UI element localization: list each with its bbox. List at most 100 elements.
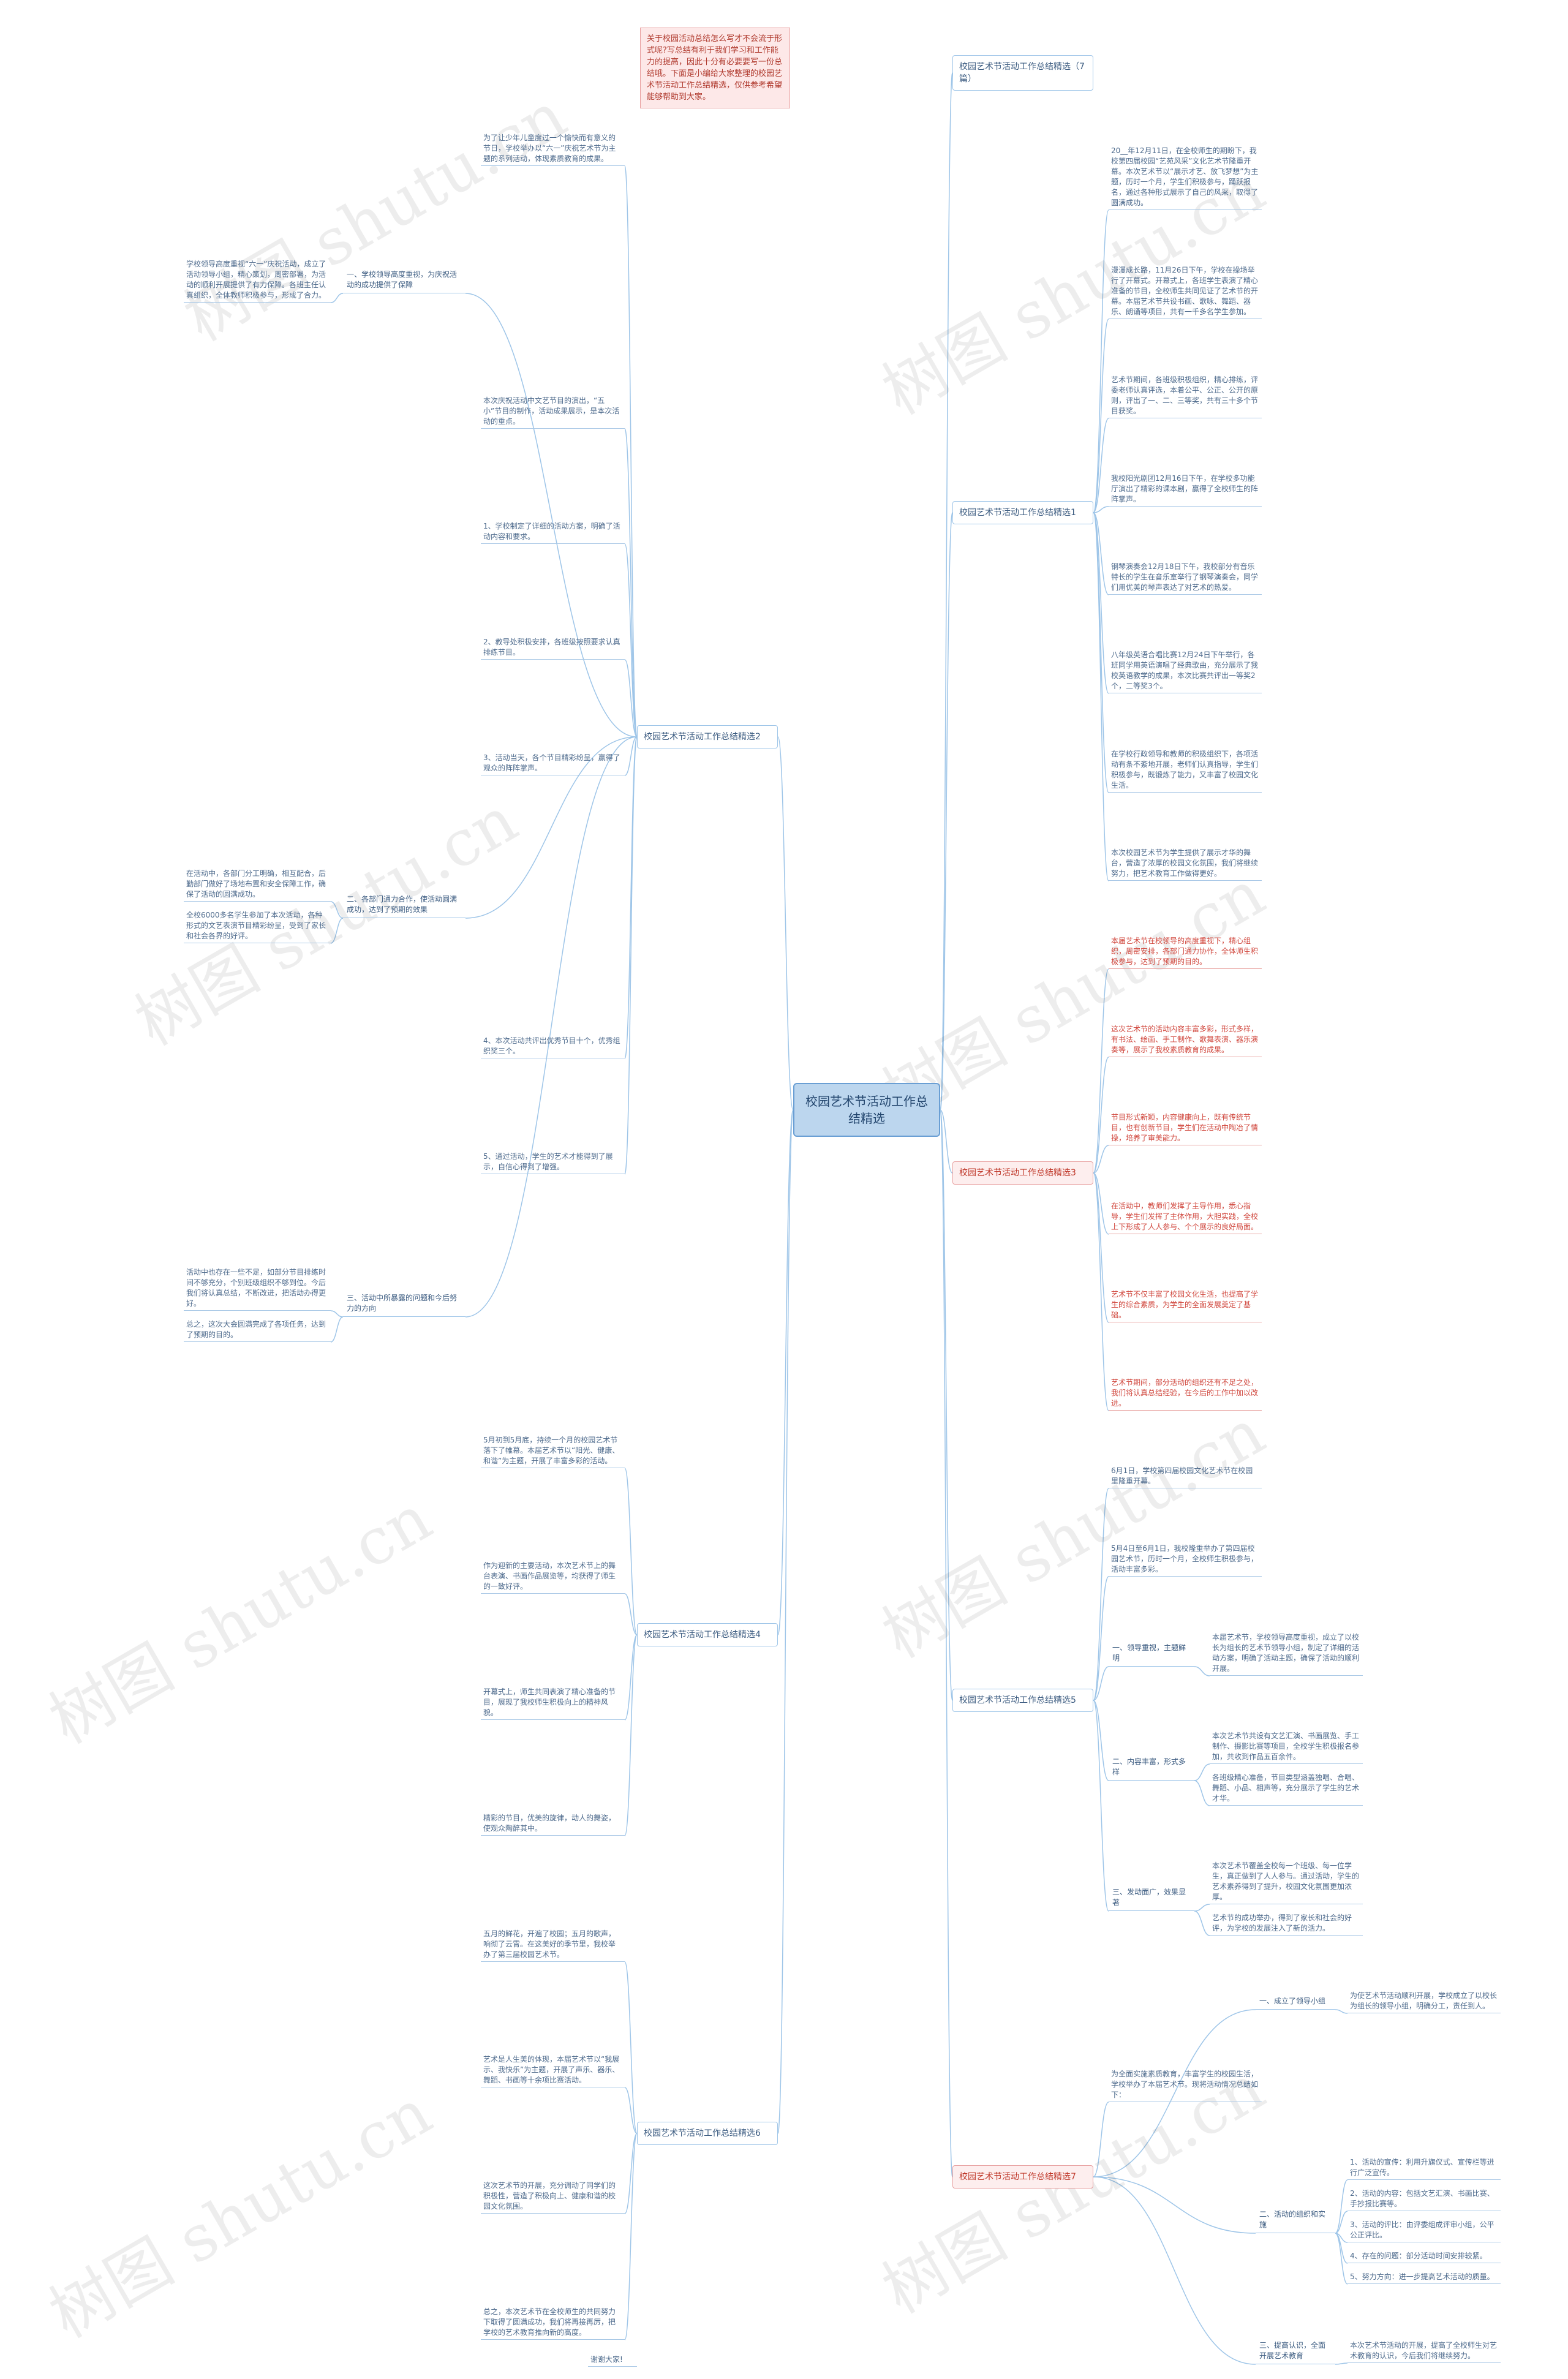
branch-text: 节目形式新颖，内容健康向上，既有传统节目，也有创新节目，学生们在活动中陶冶了情操… bbox=[1109, 1111, 1262, 1146]
branch-text: 艺术节期间，各班级积极组织，精心排练，评委老师认真评选，本着公平、公正、公开的原… bbox=[1109, 374, 1262, 418]
connector bbox=[1093, 1700, 1109, 1781]
branch-node: 校园艺术节活动工作总结精选（7篇） bbox=[952, 55, 1093, 91]
connector bbox=[624, 2133, 638, 2214]
connector bbox=[777, 736, 794, 1110]
section-text: 活动中也存在一些不足，如部分节目排练时间不够充分，个别班级组织不够到位。今后我们… bbox=[184, 1266, 331, 1311]
connector bbox=[1093, 1576, 1109, 1701]
connector bbox=[465, 736, 638, 1318]
connector bbox=[940, 1109, 953, 1174]
connector bbox=[940, 512, 953, 1110]
connector bbox=[624, 165, 638, 737]
section-text: 本次艺术节共设有文艺汇演、书画展览、手工制作、摄影比赛等项目，全校学生积极报名参… bbox=[1210, 1730, 1363, 1764]
branch-text: 4、本次活动共评出优秀节目十个，优秀组织奖三个。 bbox=[481, 1035, 625, 1059]
section-text: 全校6000多名学生参加了本次活动，各种形式的文艺表演节目精彩纷呈，受到了家长和… bbox=[184, 909, 331, 943]
connector bbox=[1335, 2233, 1348, 2285]
connector bbox=[624, 2133, 638, 2340]
branch-text: 为了让少年儿童度过一个愉快而有意义的节日，学校举办以“六一”庆祝艺术节为主题的系… bbox=[481, 132, 625, 166]
connector bbox=[624, 659, 638, 737]
connector bbox=[1194, 1666, 1210, 1676]
section-text: 3、活动的评比：由评委组成评审小组，公平公正评比。 bbox=[1348, 2219, 1501, 2242]
section-text: 艺术节的成功举办，得到了家长和社会的好评，为学校的发展注入了新的活力。 bbox=[1210, 1912, 1363, 1936]
branch-text: 5月初到5月底，持续一个月的校园艺术节落下了帷幕。本届艺术节以“阳光、健康、和谐… bbox=[481, 1434, 625, 1468]
branch-text: 漫漫成长路，11月26日下午，学校在操场举行了开幕式。开幕式上，各班学生表演了精… bbox=[1109, 264, 1262, 320]
connector bbox=[1194, 1780, 1210, 1806]
connector bbox=[330, 918, 344, 944]
connector bbox=[624, 1468, 638, 1635]
section-node: 一、学校领导高度重视，为庆祝活动的成功提供了保障 bbox=[343, 267, 466, 293]
connector bbox=[624, 1593, 638, 1635]
branch-text: 在学校行政领导和教师的积极组织下，各项活动有条不紊地开展，老师们认真指导，学生们… bbox=[1109, 748, 1262, 793]
section-text: 本次艺术节活动的开展，提高了全校师生对艺术教育的认识，今后我们将继续努力。 bbox=[1348, 2339, 1501, 2363]
connector bbox=[624, 1634, 638, 1836]
connector bbox=[624, 736, 638, 776]
connector bbox=[1194, 1763, 1210, 1781]
section-node: 三、发动面广，效果显著 bbox=[1109, 1885, 1194, 1911]
section-text: 2、活动的内容：包括文艺汇演、书画比赛、手抄报比赛等。 bbox=[1348, 2187, 1501, 2211]
branch-node: 校园艺术节活动工作总结精选5 bbox=[952, 1688, 1093, 1712]
connector bbox=[1093, 506, 1109, 513]
branch-text: 精彩的节目，优美的旋律，动人的舞姿，使观众陶醉其中。 bbox=[481, 1812, 625, 1836]
section-text: 5、努力方向：进一步提高艺术活动的质量。 bbox=[1348, 2271, 1501, 2284]
branch-text: 八年级英语合唱比赛12月24日下午举行，各班同学用英语演唱了经典歌曲，充分展示了… bbox=[1109, 649, 1262, 694]
section-text: 本届艺术节，学校领导高度重视，成立了以校长为组长的艺术节领导小组，制定了详细的活… bbox=[1210, 1631, 1363, 1676]
section-text: 4、存在的问题：部分活动时间安排较紧。 bbox=[1348, 2250, 1501, 2263]
connector bbox=[1093, 1172, 1109, 1411]
connector bbox=[624, 1634, 638, 1721]
branch-text: 艺术是人生美的体现，本届艺术节以“我展示、我快乐”为主题，开展了声乐、器乐、舞蹈… bbox=[481, 2053, 625, 2088]
connector bbox=[1093, 1145, 1109, 1174]
branch-text: 2、教导处积极安排，各班级按照要求认真排练节目。 bbox=[481, 636, 625, 660]
connector bbox=[1093, 209, 1109, 513]
connector bbox=[1335, 2362, 1348, 2365]
branch-text: 作为迎新的主要活动，本次艺术节上的舞台表演、书画作品展览等，均获得了师生的一致好… bbox=[481, 1559, 625, 1594]
section-text: 学校领导高度重视“六一”庆祝活动，成立了活动领导小组，精心策划，周密部署，为活动… bbox=[184, 258, 331, 303]
section-text: 总之，这次大会圆满完成了各项任务，达到了预期的目的。 bbox=[184, 1318, 331, 1342]
branch-text: 本届艺术节在校领导的高度重视下，精心组织，周密安排，各部门通力协作，全体师生积极… bbox=[1109, 935, 1262, 969]
branch-text: 艺术节期间，部分活动的组织还有不足之处，我们将认真总结经验，在今后的工作中加以改… bbox=[1109, 1376, 1262, 1411]
branch-text: 3、活动当天，各个节目精彩纷呈，赢得了观众的阵阵掌声。 bbox=[481, 752, 625, 775]
connector bbox=[1093, 512, 1109, 881]
branch-text: 6月1日，学校第四届校园文化艺术节在校园里隆重开幕。 bbox=[1109, 1465, 1262, 1489]
branch-node: 校园艺术节活动工作总结精选4 bbox=[637, 1623, 778, 1646]
connector bbox=[1335, 2211, 1348, 2234]
connector bbox=[940, 1109, 953, 1701]
connector bbox=[330, 293, 344, 303]
connector bbox=[1335, 2009, 1348, 2014]
connector bbox=[1194, 1910, 1210, 1936]
connector bbox=[1093, 1666, 1109, 1701]
branch-node: 校园艺术节活动工作总结精选7 bbox=[952, 2165, 1093, 2189]
section-node: 二、各部门通力合作，使活动圆满成功，达到了预期的效果 bbox=[343, 892, 466, 919]
branch-node: 校园艺术节活动工作总结精选3 bbox=[952, 1161, 1093, 1185]
section-node: 一、成立了领导小组 bbox=[1256, 1994, 1335, 2010]
connector bbox=[1093, 2176, 1256, 2234]
intro-box: 关于校园活动总结怎么写才不会流于形式呢?写总结有利于我们学习和工作能力的提高，因… bbox=[640, 28, 790, 108]
branch-node: 校园艺术节活动工作总结精选1 bbox=[952, 500, 1093, 524]
section-node: 二、内容丰富，形式多样 bbox=[1109, 1754, 1194, 1781]
branch-text: 艺术节不仅丰富了校园文化生活，也提高了学生的综合素质，为学生的全面发展奠定了基础… bbox=[1109, 1288, 1262, 1322]
branch-text: 总之，本次艺术节在全校师生的共同努力下取得了圆满成功，我们将再接再厉，把学校的艺… bbox=[481, 2305, 625, 2340]
connector bbox=[1093, 1700, 1109, 1912]
section-node: 三、活动中所暴露的问题和今后努力的方向 bbox=[343, 1291, 466, 1318]
branch-text: 开幕式上，师生共同表演了精心准备的节目，展现了我校师生积极向上的精神风貌。 bbox=[481, 1686, 625, 1721]
section-text: 各班级精心准备，节目类型涵盖独唱、合唱、舞蹈、小品、相声等，充分展示了学生的艺术… bbox=[1210, 1771, 1363, 1806]
connector bbox=[1093, 1172, 1109, 1235]
branch-text: 为全面实施素质教育，丰富学生的校园生活，学校举办了本届艺术节。现将活动情况总结如… bbox=[1109, 2068, 1262, 2102]
branch-node: 校园艺术节活动工作总结精选2 bbox=[637, 725, 778, 748]
section-node: 一、领导重视，主题鲜明 bbox=[1109, 1640, 1194, 1667]
connector bbox=[1093, 2009, 1256, 2177]
connector bbox=[777, 1109, 794, 2134]
section-text: 本次艺术节覆盖全校每一个班级、每一位学生，真正做到了人人参与。通过活动，学生的艺… bbox=[1210, 1860, 1363, 1905]
section-text: 为使艺术节活动顺利开展，学校成立了以校长为组长的领导小组，明确分工，责任到人。 bbox=[1348, 1989, 1501, 2014]
connector bbox=[1194, 1904, 1210, 1912]
branch-text: 这次艺术节的开展，充分调动了同学们的积极性，营造了积极向上、健康和谐的校园文化氛… bbox=[481, 2179, 625, 2214]
branch-text: 20__年12月11日，在全校师生的期盼下，我校第四届校园“艺苑风采”文化艺术节… bbox=[1109, 145, 1262, 211]
root-node: 校园艺术节活动工作总结精选 bbox=[793, 1083, 940, 1137]
connector bbox=[940, 72, 953, 1110]
branch-text: 1、学校制定了详细的活动方案，明确了活动内容和要求。 bbox=[481, 520, 625, 545]
branch-text: 本次庆祝活动中文艺节目的演出，“五小”节目的制作，活动成果展示，是本次活动的重点… bbox=[481, 394, 625, 429]
connector bbox=[624, 736, 638, 1175]
branch-text: 本次校园艺术节为学生提供了展示才华的舞台，营造了浓厚的校园文化氛围，我们将继续努… bbox=[1109, 846, 1262, 881]
section-node: 二、活动的组织和实施 bbox=[1256, 2207, 1335, 2233]
connector bbox=[465, 293, 638, 737]
